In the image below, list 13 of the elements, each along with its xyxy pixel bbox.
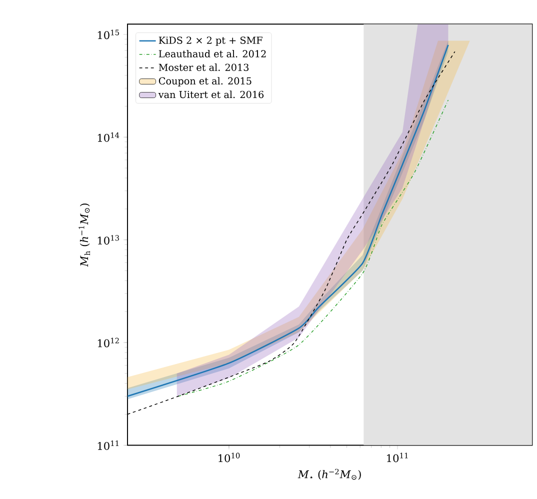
y-tick-label: 10$^{14}$ [98,132,120,142]
x-axis-title: M$_{⋆}$ (h$^{−2}$M$_{⊙}$) [298,468,361,480]
x-tick-label: 10$^{10}$ [218,452,240,462]
legend-label: Moster et al. 2013 [158,63,249,71]
legend-label: van Uitert et al. 2016 [158,90,264,98]
legend-label: Coupon et al. 2015 [158,76,252,86]
y-tick-label: 10$^{15}$ [98,30,119,40]
y-axis-title: M$_{h}$ (h$^{−1}$M$_{⊙}$) [78,203,90,267]
legend-label: Leauthaud et al. 2012 [158,50,266,58]
legend-label: KiDS 2 × 2 pt + SMF [158,36,262,46]
y-tick-label: 10$^{11}$ [98,440,118,450]
y-tick-label: 10$^{12}$ [98,338,119,348]
y-tick-label: 10$^{13}$ [98,234,119,244]
